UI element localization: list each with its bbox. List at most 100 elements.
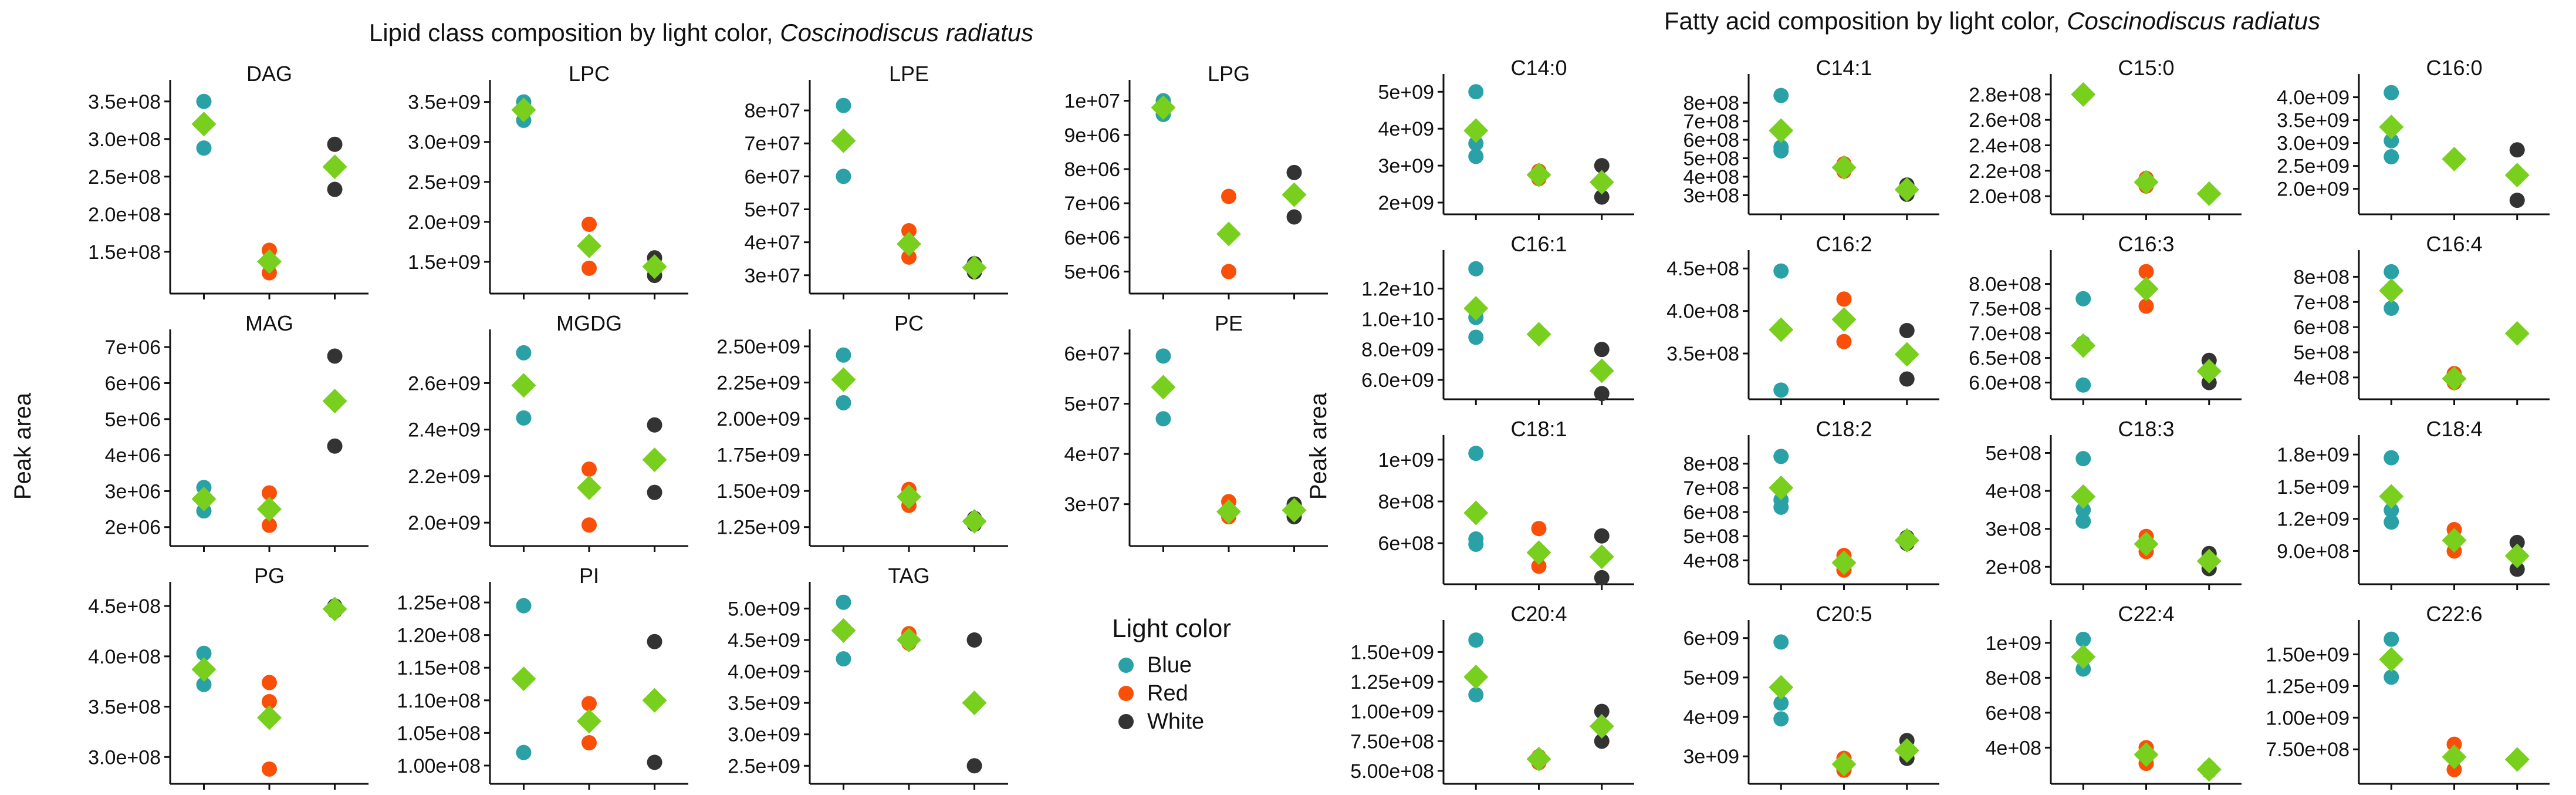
fatty-acid-c14-1-y-tick-label: 6e+08 <box>1683 129 1740 151</box>
fatty-acid-c18-4-point-blue <box>2384 503 2399 518</box>
lipid-pc-y-tick-label: 1.50e+09 <box>716 480 800 503</box>
lipid-dag-point-blue <box>196 140 212 156</box>
fatty-acid-c16-3-y-tick-label: 8.0e+08 <box>1969 274 2041 296</box>
lipid-lpe-point-blue <box>836 97 851 113</box>
lipid-lpg-y-tick-label: 1e+07 <box>1064 90 1121 113</box>
lipid-mgdg-point-blue <box>516 410 532 426</box>
fatty-acid-c18-3-mean-red <box>2134 531 2159 557</box>
fatty-acid-c16-4-point-blue <box>2384 301 2399 316</box>
lipid-pc-y-tick-label: 2.25e+09 <box>716 372 800 394</box>
lipid-pe-mean-red <box>1216 499 1241 524</box>
fatty-acid-c16-4-y-tick-label: 6e+08 <box>2294 316 2350 339</box>
lipid-tag-point-white <box>966 758 982 774</box>
fatty-acid-c20-4-mean-white <box>1589 714 1614 739</box>
fatty-acid-c18-3-y-tick-label: 5e+08 <box>1986 442 2042 464</box>
fatty-acid-c15-0-mean-red <box>2134 170 2159 195</box>
lipid-lpe-point-red <box>901 223 917 238</box>
fatty-acid-c18-4-y-tick-label: 9.0e+08 <box>2277 540 2349 562</box>
fatty-acid-c18-1-point-blue <box>1468 536 1484 552</box>
lipid-tag-mean-white <box>962 690 987 716</box>
legend-label-white: White <box>1147 709 1204 734</box>
fatty-acid-c14-0-mean-white <box>1589 170 1614 195</box>
lipid-tag-point-white <box>966 632 982 648</box>
fatty-acid-c18-4-point-blue <box>2384 450 2399 466</box>
fatty-acid-c14-1-y-tick-label: 8e+08 <box>1683 92 1740 114</box>
lipid-mgdg-point-white <box>647 417 662 433</box>
lipid-pc-mean-blue <box>831 367 856 392</box>
fatty-acid-c14-0-point-blue <box>1468 84 1484 100</box>
fatty-acid-c18-2-y-tick-label: 4e+08 <box>1683 550 1740 572</box>
lipid-pg-y-tick-label: 4.0e+08 <box>88 646 161 668</box>
fatty-acid-c20-5-y-tick-label: 3e+09 <box>1683 746 1740 768</box>
fatty-acid-c14-0-y-tick-label: 5e+09 <box>1378 81 1435 103</box>
fatty-acid-c15-0-y-tick-label: 2.8e+08 <box>1969 84 2041 106</box>
fatty-acid-c20-4-y-tick-label: 1.25e+09 <box>1350 671 1434 693</box>
lipid-lpe-y-tick-label: 5e+07 <box>745 198 801 221</box>
lipid-lpe-point-red <box>901 249 917 265</box>
lipid-lpe-title: LPE <box>889 62 929 86</box>
lipid-tag-point-blue <box>836 651 851 667</box>
fatty-acid-c18-2-mean-blue <box>1769 475 1794 500</box>
legend-marker-red <box>1118 686 1134 701</box>
fatty-acid-c16-2-mean-blue <box>1769 317 1794 342</box>
fatty-acid-c16-0-mean-white <box>2504 163 2530 188</box>
lipid-lpg-point-white <box>1286 164 1302 180</box>
fatty-acid-c14-0-point-white <box>1594 189 1610 205</box>
fatty-acid-c16-3-y-tick-label: 7.0e+08 <box>1969 323 2041 345</box>
fatty-acid-c20-5-mean-blue <box>1769 675 1794 700</box>
lipid-pi-y-tick-label: 1.15e+08 <box>397 657 481 679</box>
fatty-acid-c14-1-point-blue <box>1773 143 1789 159</box>
fatty-acid-c22-6-mean-white <box>2504 747 2530 772</box>
fatty-acid-c18-4-y-tick-label: 1.2e+09 <box>2277 508 2349 531</box>
fatty-acid-c18-1-point-red <box>1531 558 1547 574</box>
fatty-acid-c22-6-point-blue <box>2384 669 2399 685</box>
fatty-acid-c16-2-y-tick-label: 3.5e+08 <box>1666 343 1739 365</box>
fatty-acid-c18-1-y-tick-label: 6e+08 <box>1378 533 1435 555</box>
fatty-acid-c16-4-mean-white <box>2504 321 2530 346</box>
fatty-acid-c14-0-mean-red <box>1526 162 1551 187</box>
fatty-acid-c16-3-mean-red <box>2134 277 2159 301</box>
fatty-acid-c16-1-y-tick-label: 8.0e+09 <box>1361 339 1434 361</box>
fatty-acid-c18-1-mean-white <box>1589 544 1614 570</box>
fatty-acid-c18-4-point-white <box>2509 561 2525 577</box>
lipid-pe-point-blue <box>1155 411 1171 427</box>
fatty-acid-c22-4-y-tick-label: 4e+08 <box>1986 737 2042 759</box>
lipid-mag-y-tick-label: 3e+06 <box>105 480 161 503</box>
fatty-acid-c18-1-point-blue <box>1468 446 1484 461</box>
lipid-lpg-y-tick-label: 9e+06 <box>1064 124 1121 147</box>
lipid-tag-mean-red <box>897 628 921 652</box>
fatty-acid-c16-0-point-blue <box>2384 133 2399 149</box>
fatty-acid-c14-1-y-tick-label: 4e+08 <box>1683 166 1740 188</box>
lipid-mag-point-red <box>262 485 277 501</box>
fatty-acid-c18-3-y-tick-label: 4e+08 <box>1986 480 2042 503</box>
lipid-tag-y-tick-label: 2.5e+09 <box>728 755 800 777</box>
fatty-acid-c18-4-mean-red <box>2442 528 2467 553</box>
fatty-acid-c20-4-y-tick-label: 1.50e+09 <box>1350 641 1434 663</box>
fatty-acid-c16-3-mean-white <box>2196 359 2222 384</box>
fatty-acid-c16-1-mean-red <box>1526 322 1551 347</box>
lipid-dag-mean-blue <box>191 112 217 137</box>
lipid-pe-y-tick-label: 6e+07 <box>1064 343 1121 365</box>
lipid-pi-y-tick-label: 1.10e+08 <box>397 690 481 712</box>
lipid-pg-y-tick-label: 4.5e+08 <box>88 595 161 618</box>
lipid-lpe-y-tick-label: 6e+07 <box>745 166 801 188</box>
fatty-acid-c15-0-y-tick-label: 2.6e+08 <box>1969 109 2041 132</box>
lipid-mag-mean-blue <box>191 486 217 511</box>
fatty-acid-c20-4-y-tick-label: 5.00e+08 <box>1350 760 1434 783</box>
fatty-acid-c16-4-point-blue <box>2384 264 2399 279</box>
fatty-acid-c14-1-mean-red <box>1831 155 1857 180</box>
lipid-pe-y-tick-label: 4e+07 <box>1064 443 1121 466</box>
lipid-dag-y-tick-label: 2.5e+08 <box>88 166 161 188</box>
lipid-pg-mean-red <box>257 705 282 730</box>
fatty-acid-c15-0-y-tick-label: 2.2e+08 <box>1969 160 2041 183</box>
lipid-mgdg-point-blue <box>516 345 532 361</box>
lipid-pi-point-blue <box>516 745 532 760</box>
lipid-lpg-point-white <box>1286 209 1302 225</box>
lipid-lpc-title: LPC <box>569 62 610 86</box>
fatty-acid-c16-1-mean-blue <box>1463 296 1489 321</box>
lipid-lpg-y-tick-label: 7e+06 <box>1064 193 1121 215</box>
fatty-acid-c16-4-y-tick-label: 7e+08 <box>2294 291 2350 314</box>
fatty-acid-c16-2-y-tick-label: 4.0e+08 <box>1666 301 1739 323</box>
fatty-acid-c16-0-y-tick-label: 3.0e+09 <box>2277 133 2349 155</box>
